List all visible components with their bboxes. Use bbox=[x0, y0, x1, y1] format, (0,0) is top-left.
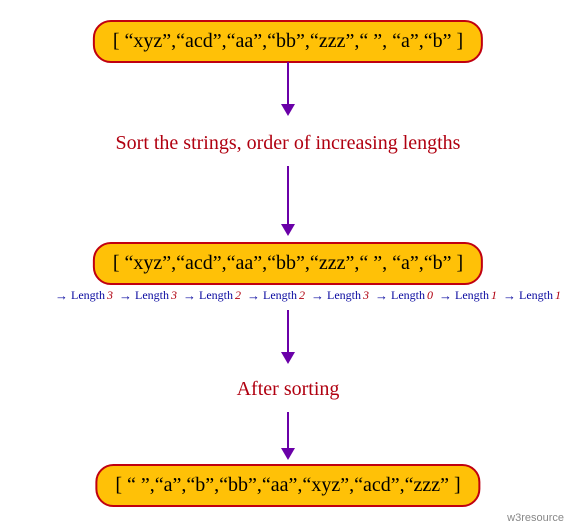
length-value: 3 bbox=[363, 288, 369, 303]
length-label: Length bbox=[199, 288, 233, 303]
middle-array-box: [ “xyz”,“acd”,“aa”,“bb”,“zzz”,“ ”, “a”,“… bbox=[93, 242, 483, 285]
mini-arrow-icon: → bbox=[119, 289, 132, 302]
mini-arrow-icon: → bbox=[55, 289, 68, 302]
mini-arrow-icon: → bbox=[311, 289, 324, 302]
length-label: Length bbox=[327, 288, 361, 303]
length-label: Length bbox=[71, 288, 105, 303]
mini-arrow-icon: → bbox=[503, 289, 516, 302]
arrow-down-2 bbox=[281, 166, 295, 236]
after-sorting-text: After sorting bbox=[237, 378, 340, 400]
length-value: 1 bbox=[555, 288, 561, 303]
length-item: →Length3 bbox=[311, 288, 369, 303]
arrow-down-1 bbox=[281, 62, 295, 116]
length-label: Length bbox=[263, 288, 297, 303]
input-array-box: [ “xyz”,“acd”,“aa”,“bb”,“zzz”,“ ”, “a”,“… bbox=[93, 20, 483, 63]
length-item: →Length0 bbox=[375, 288, 433, 303]
length-value: 2 bbox=[299, 288, 305, 303]
watermark-text: w3resource bbox=[507, 512, 564, 524]
arrow-down-4 bbox=[281, 412, 295, 460]
sort-instruction-caption: Sort the strings, order of increasing le… bbox=[116, 132, 461, 155]
length-value: 3 bbox=[171, 288, 177, 303]
sort-instruction-text: Sort the strings, order of increasing le… bbox=[116, 132, 461, 154]
length-item: →Length3 bbox=[119, 288, 177, 303]
length-item: →Length2 bbox=[183, 288, 241, 303]
length-value: 2 bbox=[235, 288, 241, 303]
arrow-down-3 bbox=[281, 310, 295, 364]
length-label: Length bbox=[391, 288, 425, 303]
lengths-row: →Length3→Length3→Length2→Length2→Length3… bbox=[55, 288, 561, 303]
length-value: 3 bbox=[107, 288, 113, 303]
length-item: →Length1 bbox=[503, 288, 561, 303]
after-sorting-caption: After sorting bbox=[237, 378, 340, 401]
input-array-text: [ “xyz”,“acd”,“aa”,“bb”,“zzz”,“ ”, “a”,“… bbox=[113, 30, 463, 52]
length-label: Length bbox=[519, 288, 553, 303]
mini-arrow-icon: → bbox=[183, 289, 196, 302]
mini-arrow-icon: → bbox=[375, 289, 388, 302]
length-item: →Length3 bbox=[55, 288, 113, 303]
length-value: 0 bbox=[427, 288, 433, 303]
length-label: Length bbox=[455, 288, 489, 303]
length-item: →Length1 bbox=[439, 288, 497, 303]
output-array-box: [ “ ”,“a”,“b”,“bb”,“aa”,“xyz”,“acd”,“zzz… bbox=[95, 464, 480, 507]
output-array-text: [ “ ”,“a”,“b”,“bb”,“aa”,“xyz”,“acd”,“zzz… bbox=[115, 474, 460, 496]
middle-array-text: [ “xyz”,“acd”,“aa”,“bb”,“zzz”,“ ”, “a”,“… bbox=[113, 252, 463, 274]
length-item: →Length2 bbox=[247, 288, 305, 303]
length-label: Length bbox=[135, 288, 169, 303]
watermark: w3resource bbox=[507, 512, 564, 524]
mini-arrow-icon: → bbox=[439, 289, 452, 302]
length-value: 1 bbox=[491, 288, 497, 303]
mini-arrow-icon: → bbox=[247, 289, 260, 302]
